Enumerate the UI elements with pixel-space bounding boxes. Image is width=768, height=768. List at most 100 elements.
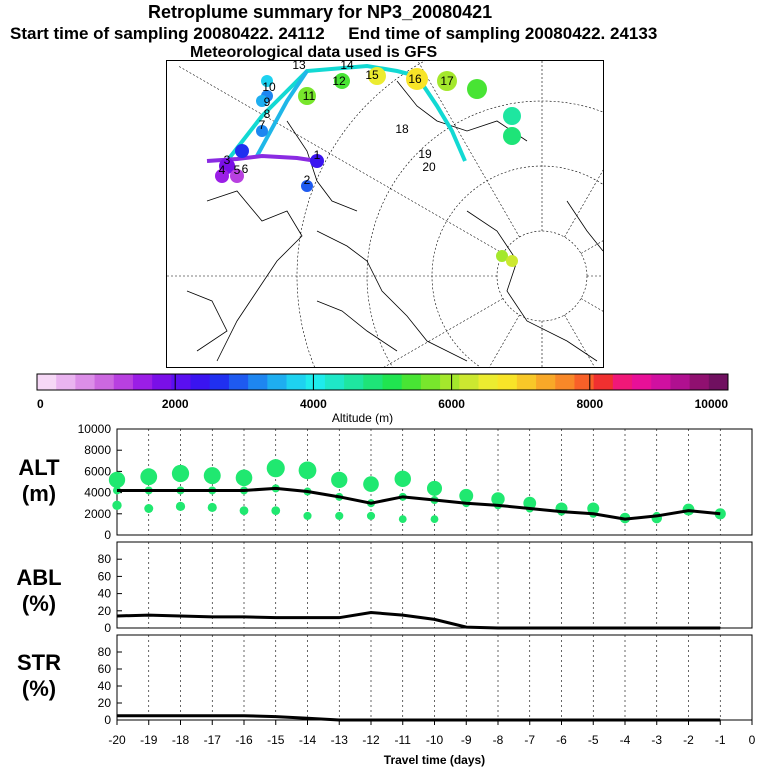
alt-point-lower (335, 511, 344, 520)
plume-label: 3 (224, 153, 231, 167)
plume-marker (301, 180, 313, 192)
colorbar-swatch (75, 374, 96, 390)
colorbar-swatch (478, 374, 499, 390)
meridian-line (178, 65, 504, 254)
coastline (566, 200, 603, 252)
plume-marker (467, 79, 487, 99)
alt-point-mean (240, 486, 248, 495)
y-tick-label: 4000 (84, 486, 111, 500)
alt-point-mean (462, 499, 471, 508)
alt-point-lower (144, 504, 154, 513)
colorbar-tick-label: 0 (37, 397, 44, 411)
colorbar-swatch (113, 374, 134, 390)
plume-label: 8 (264, 107, 271, 121)
plume-label: 7 (259, 118, 266, 132)
y-tick-label: 80 (98, 552, 112, 566)
plume-marker (256, 125, 268, 137)
y-tick-label: 0 (104, 713, 111, 727)
colorbar-swatch (152, 374, 172, 390)
alt-point-lower (303, 511, 312, 520)
colorbar-swatch (363, 374, 383, 390)
plume-marker (503, 127, 521, 145)
alt-point-mean (303, 487, 312, 496)
x-tick-label: -20 (108, 733, 126, 747)
colorbar-swatch (516, 374, 537, 390)
plume-label: 6 (242, 162, 249, 176)
colorbar-swatch (420, 374, 441, 390)
str-ylabel-line1: STR (17, 650, 61, 675)
alt-point-upper (108, 471, 126, 489)
alt-point-lower (398, 515, 407, 523)
y-tick-label: 20 (98, 696, 112, 710)
colorbar-swatch (286, 374, 307, 390)
coastline (206, 190, 303, 362)
meridian-line (489, 314, 520, 367)
plume-marker (261, 75, 273, 87)
plume-label: 9 (264, 95, 271, 109)
alt-point-mean (589, 509, 598, 518)
alt-point-upper (298, 461, 317, 480)
y-tick-label: 6000 (84, 464, 111, 478)
alt-point-lower (112, 500, 122, 510)
plume-label: 19 (418, 147, 432, 161)
str-line (117, 714, 721, 722)
str-ylabel-line2: (%) (21, 676, 57, 701)
x-tick-label: -12 (362, 733, 380, 747)
alt-point-mean (398, 492, 407, 501)
plume-marker (506, 255, 518, 267)
x-tick-label: -4 (620, 733, 631, 747)
coastline (466, 210, 598, 362)
x-tick-label: -17 (204, 733, 222, 747)
x-tick-label: -1 (715, 733, 726, 747)
colorbar-swatch (209, 374, 230, 390)
alt-point-upper (714, 508, 726, 520)
abl-line (116, 611, 721, 630)
colorbar-swatch (344, 374, 364, 390)
colorbar-swatch (632, 374, 652, 390)
alt-point-upper (171, 464, 190, 483)
alt-point-mean (652, 511, 661, 520)
alt-point-upper (587, 502, 600, 515)
colorbar-swatch (132, 374, 153, 390)
plume-label: 12 (332, 74, 346, 88)
alt-point-lower (239, 506, 249, 515)
alt-point-mean (271, 484, 280, 493)
meridian-line (564, 169, 603, 238)
x-tick-label: -2 (683, 733, 694, 747)
colorbar-swatch (228, 374, 249, 390)
alt-mean-line (117, 486, 721, 521)
colorbar-swatch (612, 374, 633, 390)
alt-point-upper (203, 467, 221, 485)
plume-label: 1 (314, 148, 321, 162)
alt-point-upper (140, 468, 158, 486)
colorbar-swatch (651, 374, 671, 390)
sampling-end: End time of sampling 20080422. 24133 (348, 24, 658, 43)
meridian-line (383, 298, 504, 367)
colorbar-swatch (382, 374, 403, 390)
colorbar-swatch (689, 374, 710, 390)
alt-ylabel-line2: (m) (21, 481, 57, 506)
colorbar-swatch (267, 374, 288, 390)
x-tick-label: -8 (493, 733, 504, 747)
alt-point-lower (271, 506, 281, 515)
panel-frame-abl (116, 541, 753, 629)
plume-marker (503, 107, 521, 125)
plume-marker (406, 68, 428, 90)
y-tick-label: 20 (98, 604, 112, 618)
coastline (286, 120, 358, 212)
y-tick-label: 2000 (84, 507, 111, 521)
plume-track-east (225, 63, 467, 163)
y-tick-label: 0 (104, 528, 111, 542)
x-tick-label: -5 (588, 733, 599, 747)
alt-point-upper (459, 488, 474, 503)
alt-point-upper (523, 496, 537, 510)
alt-point-upper (394, 470, 411, 488)
abl-ylabel-line1: ABL (16, 565, 62, 590)
alt-point-upper (651, 512, 663, 524)
plume-label: 14 (340, 61, 354, 72)
x-tick-label: -11 (395, 733, 412, 747)
colorbar-swatch (497, 374, 518, 390)
colorbar-swatch (305, 374, 326, 390)
alt-point-mean (113, 486, 121, 495)
